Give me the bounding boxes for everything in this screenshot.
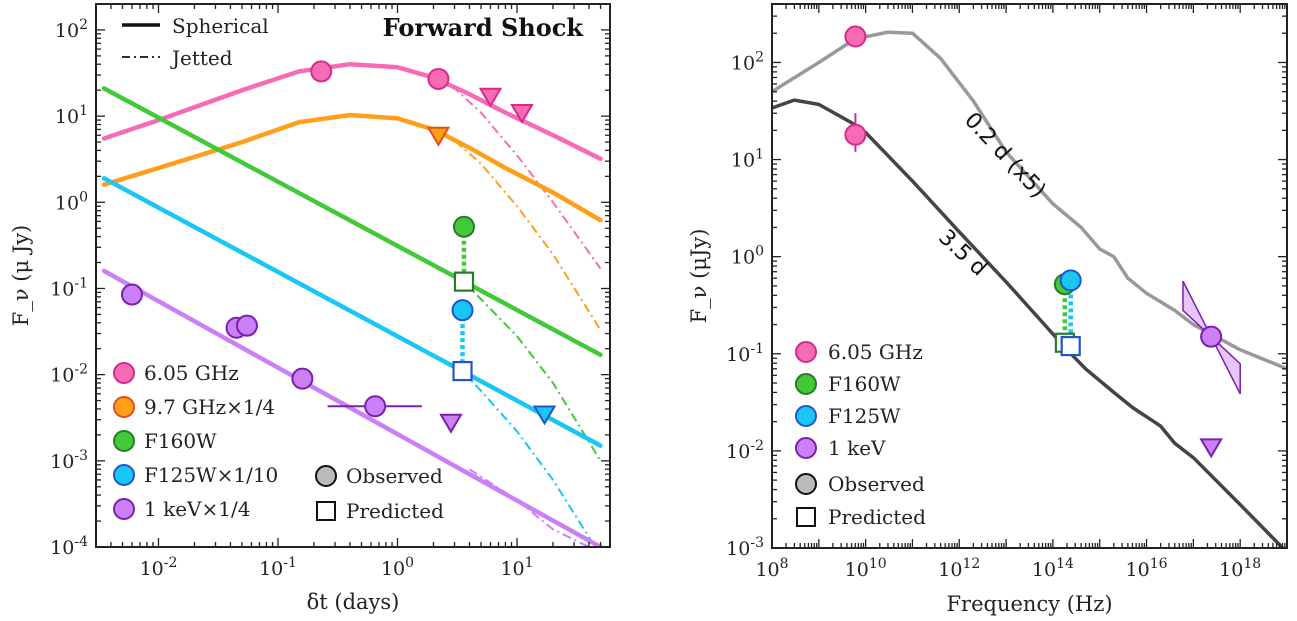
sed-legend-predicted-label: Predicted [828,505,926,529]
sed-legend-marker-3 [795,437,817,459]
legend-label-3: F125W×1/10 [144,463,278,487]
right-y-tick-label: 101 [731,147,764,172]
upper-limit-series-0 [478,87,503,108]
predicted-point-series-3 [452,360,473,382]
left-y-tick-label: 101 [55,103,88,128]
sed-legend-label-2: F125W [828,404,901,428]
legend-marker-3 [113,464,135,486]
right-plot-frame [771,3,1288,549]
sed-predicted-point-5 [1060,335,1081,357]
sed-legend-marker-0 [795,341,817,363]
legend-marker-2 [113,430,135,452]
left-y-tick-label: 10-4 [50,534,88,559]
legend-label-1: 9.7 GHz×1/4 [144,395,275,419]
sed-observed-point-0 [844,25,867,48]
upper-limit-series-4 [439,413,463,434]
observed-point-series-3 [451,299,474,322]
legend-observed-marker [315,465,337,487]
spherical-curve-series-3 [101,176,603,448]
sed-legend-label-0: 6.05 GHz [828,340,923,364]
observed-point-series-4 [235,314,258,337]
left-panel-forward-shock-light-curves: 10-2 10-1 100 101 10-4 10-3 10-2 10-1 100 101 102 F… [9,3,611,614]
jetted-curve-series-2 [463,280,602,462]
left-y-tick-label: 100 [55,189,88,214]
observed-point-series-2 [452,215,475,238]
x-axis-label: δt (days) [307,590,400,614]
upper-limit-series-0 [510,104,534,125]
right-plot-area [772,25,1287,548]
sed-curve-label-0: 0.2 d (x5) [959,108,1050,203]
left-y-tick-label: 102 [55,17,88,42]
right-y-tick-label: 102 [731,49,764,74]
observed-point-series-0 [427,67,450,90]
jetted-curve-series-4 [468,468,590,547]
y-axis-label: F_ν (μ Jy) [9,225,33,327]
right-y-tick-label: 100 [731,244,764,269]
legend-marker-0 [113,362,135,384]
left-plot-area [101,60,603,547]
right-y-tick-label: 10-2 [726,438,764,463]
predicted-point-series-2 [453,271,475,292]
sed-observed-point-4 [1059,269,1082,292]
legend-marker-4 [113,498,135,520]
legend-label-2: F160W [144,429,217,453]
legend-label-0: 6.05 GHz [144,361,239,385]
sed-y-axis-label: F_ν (μJy) [687,229,711,324]
legend-spherical-label: Spherical [172,14,269,38]
left-y-tick-label: 10-1 [50,275,88,300]
jetted-curve-series-1 [437,131,602,331]
sed-observed-point-1 [844,123,867,146]
observed-point-series-4 [364,395,387,418]
right-y-tick-label: 10-3 [726,535,764,560]
left-x-tick-label: 100 [381,555,414,580]
sed-curve-0 [772,30,1287,371]
sed-legend-marker-2 [795,405,817,427]
spherical-curve-series-1 [101,112,603,223]
chart-title: Forward Shock [383,13,585,42]
sed-legend-observed-label: Observed [828,472,925,496]
right-y-tick-label: 10-1 [726,341,764,366]
legend-predicted-label: Predicted [346,499,444,523]
left-x-tick-label: 10-2 [140,555,178,580]
left-x-tick-label: 101 [500,555,533,580]
sed-legend-label-3: 1 keV [828,436,886,460]
legend-observed-label: Observed [346,464,443,488]
sed-legend-observed-marker [795,473,817,495]
right-x-tick-label: 1018 [1219,556,1261,581]
upper-limit-series-3 [532,405,557,426]
right-x-tick-label: 1016 [1126,556,1168,581]
right-x-tick-label: 108 [755,556,788,581]
jetted-curve-series-3 [461,370,596,547]
legend-marker-1 [113,396,135,418]
left-x-tick-label: 10-1 [259,555,297,580]
left-plot-frame [95,3,611,548]
right-x-tick-label: 1012 [938,556,980,581]
spherical-curve-series-2 [101,86,603,358]
sed-upper-limit-7 [1199,438,1223,459]
observed-point-series-0 [310,60,333,83]
upper-limit-series-1 [426,126,451,147]
legend-jetted-label: Jetted [170,46,233,70]
right-x-tick-label: 1014 [1032,556,1074,581]
right-x-tick-label: 1010 [845,556,887,581]
sed-legend-marker-1 [795,373,817,395]
sed-observed-point-6 [1200,325,1223,348]
left-y-tick-label: 10-2 [50,362,88,387]
sed-x-axis-label: Frequency (Hz) [946,592,1112,616]
sed-legend-predicted-marker [796,507,816,527]
legend-predicted-marker [316,501,336,521]
sed-legend-label-1: F160W [828,372,901,396]
legend-label-4: 1 keV×1/4 [144,497,250,521]
left-y-tick-label: 10-3 [50,448,88,473]
observed-point-series-4 [291,367,314,390]
observed-point-series-4 [120,283,143,306]
